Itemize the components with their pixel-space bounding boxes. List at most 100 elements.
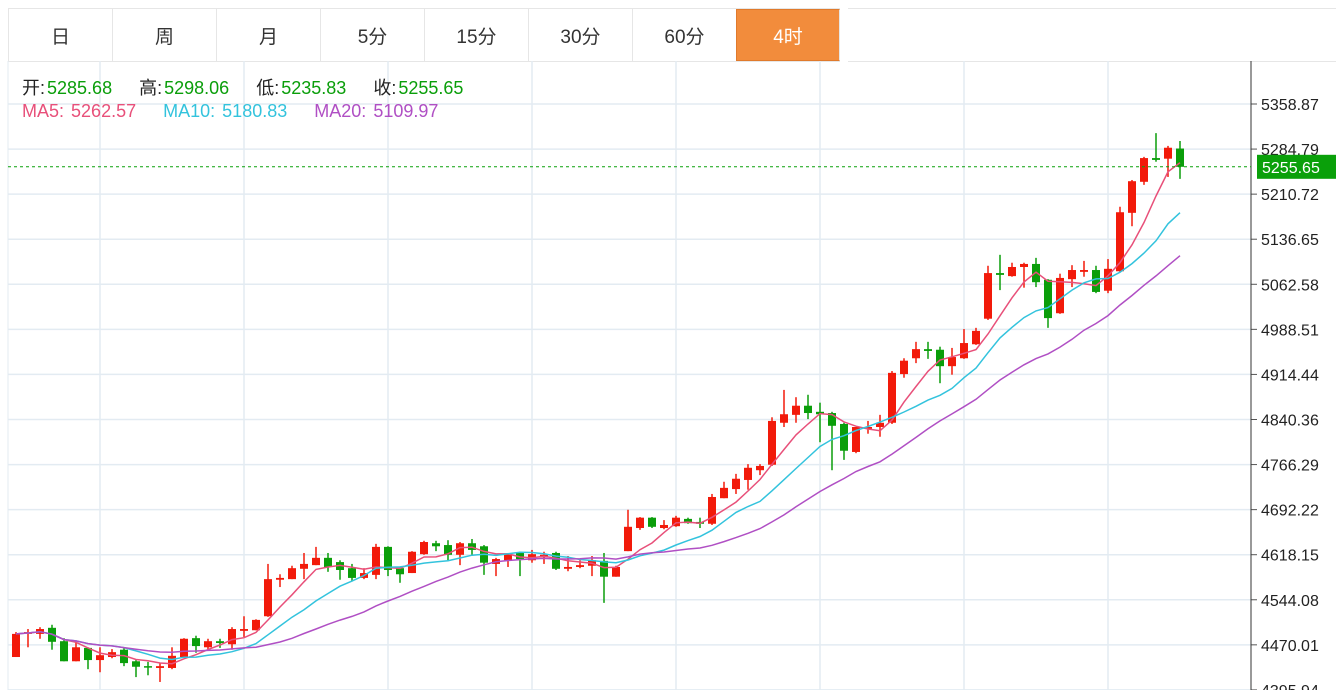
tab-2[interactable]: 月 xyxy=(216,9,320,61)
y-tick-label: 4618.15 xyxy=(1261,548,1319,565)
candle-up xyxy=(456,543,464,555)
candle-up xyxy=(564,566,572,569)
tab-6[interactable]: 60分 xyxy=(632,9,736,61)
tab-7[interactable]: 4时 xyxy=(736,9,840,61)
candle-up xyxy=(732,478,740,490)
candle-up xyxy=(96,655,104,661)
candle-down xyxy=(120,649,128,664)
tab-3[interactable]: 5分 xyxy=(320,9,424,61)
candle-up xyxy=(672,517,680,527)
ma20-value: 5109.97 xyxy=(373,101,439,121)
candle-down xyxy=(936,349,944,367)
candle-up xyxy=(792,405,800,415)
candle-up xyxy=(612,566,620,577)
candle-down xyxy=(552,552,560,569)
candle-up xyxy=(288,568,296,580)
candle-up xyxy=(300,563,308,569)
candle-up xyxy=(1020,263,1028,267)
candle-down xyxy=(924,349,932,351)
ma10-line xyxy=(15,212,1181,661)
tab-1[interactable]: 周 xyxy=(112,9,216,61)
low-label: 低: xyxy=(256,78,280,98)
candle-down xyxy=(192,638,200,647)
candle-up xyxy=(1056,277,1064,314)
y-tick-label: 5062.58 xyxy=(1261,277,1319,294)
candle-down xyxy=(132,661,140,667)
candle-up xyxy=(1008,266,1016,277)
ma5-line xyxy=(15,162,1181,665)
candle-up xyxy=(228,629,236,645)
last-price-badge xyxy=(1257,154,1336,179)
candle-up xyxy=(168,655,176,668)
candle-down xyxy=(84,647,92,661)
candle-up xyxy=(984,273,992,319)
y-tick-label: 4544.08 xyxy=(1261,593,1319,610)
candle-up xyxy=(636,517,644,529)
ohlc-legend: 开: 5285.68 高: 5298.06 低: 5235.83 收: 5255.65 xyxy=(22,74,465,100)
candle-up xyxy=(576,565,584,567)
candle-down xyxy=(1092,270,1100,292)
candle-down xyxy=(600,560,608,577)
candle-up xyxy=(420,542,428,555)
candlestick-chart[interactable]: 5358.875284.795210.725136.655062.584988.… xyxy=(0,61,1336,690)
open-value: 5285.68 xyxy=(47,78,113,98)
candle-up xyxy=(204,641,212,648)
candle-up xyxy=(756,465,764,471)
candle-up xyxy=(1128,181,1136,213)
candle-up xyxy=(264,579,272,617)
candle-down xyxy=(144,666,152,668)
candle-up xyxy=(252,619,260,631)
candle-down xyxy=(384,546,392,571)
candle-up xyxy=(960,343,968,359)
candle-up xyxy=(1140,158,1148,182)
y-tick-label: 4766.29 xyxy=(1261,458,1319,475)
candle-down xyxy=(1152,158,1160,160)
candle-up xyxy=(1080,270,1088,272)
candle-up xyxy=(1104,268,1112,291)
period-tabs: 日周月 5分 15分 30分 60分 4时 xyxy=(8,8,840,62)
candle-up xyxy=(852,427,860,452)
candle-down xyxy=(996,273,1004,275)
tab-4[interactable]: 15分 xyxy=(424,9,528,61)
close-value: 5255.65 xyxy=(398,78,464,98)
candle-up xyxy=(972,330,980,345)
candle-up xyxy=(180,638,188,658)
candle-up xyxy=(948,357,956,367)
tab-0[interactable]: 日 xyxy=(8,9,112,61)
candle-down xyxy=(648,517,656,527)
close-label: 收: xyxy=(373,78,397,98)
candle-down xyxy=(828,413,836,426)
candle-down xyxy=(348,568,356,578)
y-tick-label: 5358.87 xyxy=(1261,97,1319,114)
candle-down xyxy=(1176,148,1184,167)
candle-up xyxy=(1164,147,1172,159)
candle-down xyxy=(432,543,440,547)
candle-down xyxy=(324,557,332,567)
candle-down xyxy=(444,545,452,555)
candle-up xyxy=(744,467,752,480)
tab-bar-filler xyxy=(848,8,1336,62)
candle-up xyxy=(240,629,248,631)
candle-down xyxy=(804,405,812,414)
ma-legend: MA5: 5262.57 MA10: 5180.83 MA20: 5109.97 xyxy=(22,101,440,122)
candle-down xyxy=(60,641,68,662)
ma10-label: MA10: xyxy=(163,101,216,121)
high-value: 5298.06 xyxy=(164,78,230,98)
candle-up xyxy=(12,633,20,658)
ma10-value: 5180.83 xyxy=(222,101,288,121)
ma20-label: MA20: xyxy=(314,101,367,121)
tab-5[interactable]: 30分 xyxy=(528,9,632,61)
y-tick-label: 4988.51 xyxy=(1261,322,1319,339)
candle-up xyxy=(660,524,668,529)
candle-up xyxy=(768,420,776,465)
ma20-line xyxy=(15,255,1181,653)
candle-up xyxy=(1116,212,1124,272)
candle-up xyxy=(912,349,920,359)
candle-up xyxy=(900,360,908,375)
candle-up xyxy=(156,666,164,668)
candle-up xyxy=(72,647,80,662)
candle-up xyxy=(372,546,380,575)
candle-up xyxy=(624,526,632,552)
last-price-label: 5255.65 xyxy=(1262,160,1320,177)
y-tick-label: 5210.72 xyxy=(1261,187,1319,204)
